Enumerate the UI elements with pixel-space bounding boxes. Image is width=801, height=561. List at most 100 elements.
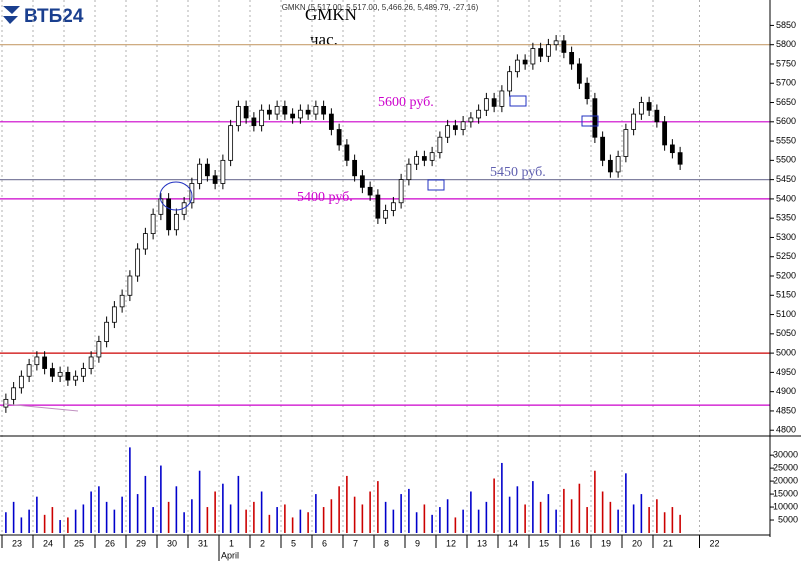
candle-body [173,213,179,231]
candle-body [390,202,396,211]
candle-body [367,186,373,196]
y-tick-label: 5200 [776,270,796,280]
candle-body [662,121,668,146]
candle-body [445,125,451,138]
candle-body [282,105,288,115]
candle-body [127,275,133,296]
candle-body [34,356,40,366]
candle-body [553,40,559,46]
candle-body [344,144,350,161]
candle-body [398,179,404,204]
candle-body [476,109,482,119]
candle-body [576,63,582,84]
x-tick-label: 26 [105,538,115,548]
candle-body [3,398,9,408]
candle-body [65,371,71,381]
candle-body [359,175,365,188]
candle-body [600,136,606,161]
y-tick-label: 4850 [776,405,796,415]
x-tick-label: 12 [446,538,456,548]
candle-body [460,121,466,130]
x-tick-label: 24 [43,538,53,548]
x-tick-label: 15 [539,538,549,548]
x-tick-label: 8 [384,538,389,548]
candle-body [569,52,575,65]
y-tick-label: 5700 [776,78,796,88]
volume-y-tick-label: 5000 [778,514,798,524]
y-tick-label: 5100 [776,309,796,319]
candle-body [615,156,621,173]
candle-body [80,368,86,377]
y-tick-label: 5550 [776,135,796,145]
chart-title: GMKN [305,5,357,24]
x-tick-label: 7 [353,538,358,548]
annotation-box [509,95,527,107]
reference-label: 5400 руб. [297,190,353,205]
candle-body [158,198,164,215]
y-tick-label: 4800 [776,425,796,435]
x-tick-label: 22 [710,538,720,548]
candle-body [421,156,427,161]
candle-body [259,109,265,127]
header: GMKN (5,517.00, 5,517.00, 5,466.26, 5,48… [282,3,479,12]
candle-body [88,356,94,369]
x-tick-label: 31 [198,538,208,548]
candle-body [654,109,660,123]
y-tick-label: 5650 [776,97,796,107]
y-tick-label: 5400 [776,193,796,203]
chart-subtitle: час. [310,30,338,49]
x-tick-label: 29 [136,538,146,548]
y-tick-label: 5600 [776,116,796,126]
candle-body [111,306,117,323]
x-tick-label: 16 [570,538,580,548]
candle-body [235,105,241,127]
y-tick-label: 5500 [776,155,796,165]
candle-body [514,59,520,73]
candle-body [57,371,63,377]
candle-body [437,136,443,154]
candle-body [220,159,226,184]
logo-icon [3,6,20,24]
candle-body [251,117,257,127]
candle-body [266,109,272,115]
volume-y-tick-label: 25000 [773,463,798,473]
y-tick-label: 5850 [776,20,796,30]
candle-body [429,152,435,161]
candle-body [290,113,296,119]
candle-body [313,105,319,115]
reference-label: 5600 руб. [378,95,434,110]
candle-body [375,194,381,219]
candle-body [522,59,528,65]
candle-body [468,117,474,123]
candle-body [336,129,342,146]
x-tick-label: 19 [601,538,611,548]
candle-body [297,109,303,119]
candle-body [631,113,637,130]
candle-body [561,40,567,53]
y-tick-label: 5350 [776,213,796,223]
logo: ВТБ24 [3,6,84,27]
candle-body [414,156,420,165]
candle-body [646,102,652,111]
y-tick-label: 5750 [776,58,796,68]
candle-body [135,248,141,277]
candle-body [383,210,389,219]
x-tick-label: 20 [632,538,642,548]
candle-body [507,71,513,92]
annotation-ellipse [159,181,193,211]
annotation-box [427,179,445,191]
candle-body [321,105,327,115]
candle-body [274,105,280,115]
candle-body [592,98,598,138]
x-tick-label: 6 [322,538,327,548]
y-tick-label: 5450 [776,174,796,184]
candle-body [491,98,497,107]
candle-body [73,375,79,381]
annotation-box [581,115,599,127]
candle-body [26,364,32,377]
y-tick-label: 4950 [776,367,796,377]
x-tick-label: 21 [663,538,673,548]
volume-y-tick-label: 30000 [773,450,798,460]
